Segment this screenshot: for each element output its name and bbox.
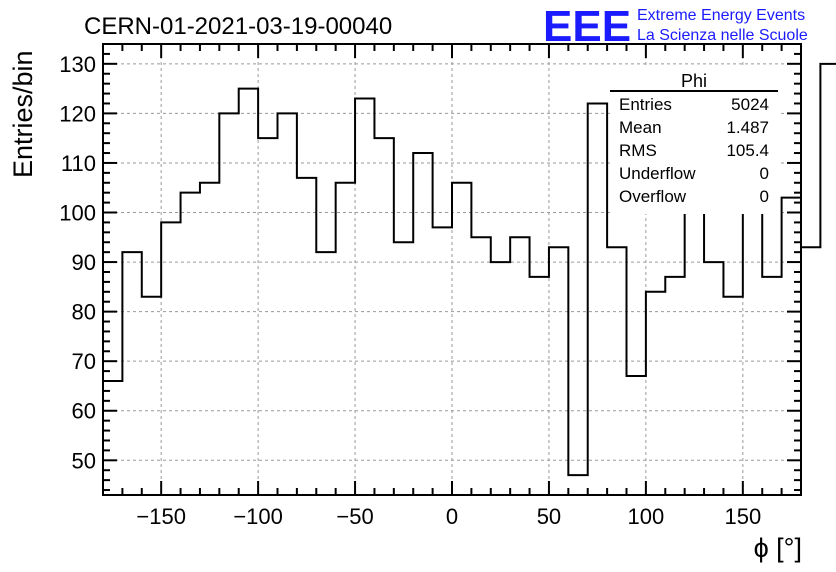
x-tick-label: −50 [336, 504, 373, 529]
x-tick-labels: −150 −100 −50 0 50 100 150 [136, 504, 761, 529]
stats-row-label: Overflow [619, 187, 687, 206]
logo-line-2: La Scienza nelle Scuole [637, 27, 808, 44]
y-tick-label: 130 [59, 52, 96, 77]
x-tick-label: −100 [233, 504, 283, 529]
histogram-series [102, 62, 836, 495]
stats-row-value: 0 [760, 164, 769, 183]
x-tick-label: 50 [537, 504, 561, 529]
y-tick-label: 100 [59, 201, 96, 226]
x-axis-label: ϕ [°] [754, 533, 802, 563]
eee-logo: EEE Extreme Energy Events La Scienza nel… [543, 2, 808, 51]
x-tick-label: −150 [136, 504, 186, 529]
x-tick-label: 100 [628, 504, 665, 529]
stats-title: Phi [681, 71, 707, 91]
x-tick-label: 0 [446, 504, 458, 529]
axis-ticks [102, 43, 802, 495]
stats-row-value: 5024 [731, 95, 769, 114]
stats-row-label: Mean [619, 118, 662, 137]
stats-row-value: 1.487 [726, 118, 769, 137]
chart-title: CERN-01-2021-03-19-00040 [84, 13, 392, 40]
stats-row-label: Underflow [619, 164, 696, 183]
x-tick-label: 150 [724, 504, 761, 529]
stats-box: Phi Entries 5024 Mean 1.487 RMS 105.4 Underflo… [610, 66, 778, 214]
y-tick-labels: 50 60 70 80 90 100 110 120 130 [59, 52, 96, 473]
stats-row-label: Entries [619, 95, 672, 114]
stats-row-value: 0 [760, 187, 769, 206]
y-tick-label: 120 [59, 101, 96, 126]
y-tick-label: 70 [72, 349, 96, 374]
y-axis-label: Entries/bin [8, 50, 38, 178]
y-tick-label: 110 [61, 151, 96, 176]
y-tick-label: 80 [72, 300, 96, 325]
stats-row-value: 105.4 [726, 141, 769, 160]
y-tick-label: 50 [72, 448, 96, 473]
logo-mark: EEE [543, 2, 631, 51]
logo-line-1: Extreme Energy Events [637, 7, 805, 24]
y-tick-label: 90 [72, 250, 96, 275]
stats-row-label: RMS [619, 141, 657, 160]
y-tick-label: 60 [72, 399, 96, 424]
